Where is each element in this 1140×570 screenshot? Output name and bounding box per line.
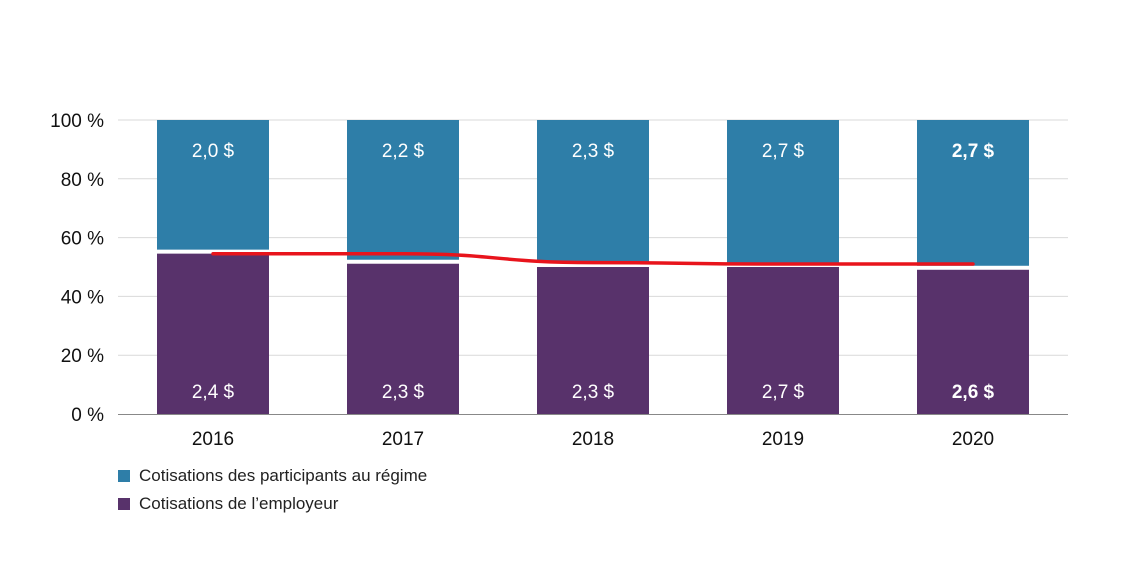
data-label-employer: 2,6 $ [952, 382, 995, 403]
data-label-employer: 2,4 $ [192, 382, 235, 403]
x-tick-label: 2019 [762, 429, 804, 450]
y-tick-label: 0 % [71, 405, 104, 426]
chart: 0 % 20 % 40 % 60 % 80 % 100 % 2,4 $ 2,0 $ 2,3 $… [50, 111, 1068, 450]
data-label-participants: 2,0 $ [192, 141, 235, 162]
legend-label-employer: Cotisations de l’employeur [139, 494, 339, 513]
y-tick-label: 80 % [61, 170, 104, 191]
legend: Cotisations des participants au régime C… [118, 462, 427, 518]
bars: 2,4 $ 2,0 $ 2,3 $ 2,2 $ 2,3 $ 2,3 $ 2,7 $ 2,7 $… [157, 120, 1029, 414]
y-tick-label: 20 % [61, 346, 104, 367]
data-label-participants: 2,2 $ [382, 141, 425, 162]
data-label-participants: 2,7 $ [952, 141, 995, 162]
legend-swatch-employer [118, 498, 130, 510]
x-tick-label: 2017 [382, 429, 424, 450]
y-tick-label: 40 % [61, 287, 104, 308]
data-label-employer: 2,3 $ [572, 382, 615, 403]
bar-employer [727, 267, 839, 414]
x-tick-label: 2016 [192, 429, 234, 450]
y-tick-label: 60 % [61, 229, 104, 250]
data-label-participants: 2,3 $ [572, 141, 615, 162]
data-label-employer: 2,7 $ [762, 382, 805, 403]
y-axis: 0 % 20 % 40 % 60 % 80 % 100 % [50, 111, 104, 426]
bar-participants [537, 120, 649, 263]
x-axis: 2016 2017 2018 2019 2020 [118, 414, 1068, 450]
data-label-employer: 2,3 $ [382, 382, 425, 403]
ratio-line [211, 252, 975, 266]
bar-participants [917, 120, 1029, 266]
ratio-line-layer [211, 252, 975, 266]
bar-participants [157, 120, 269, 250]
bar-employer [917, 269, 1029, 414]
legend-label-participants: Cotisations des participants au régime [139, 466, 428, 485]
bar-participants [347, 120, 459, 260]
x-tick-label: 2020 [952, 429, 994, 450]
bar-employer [537, 267, 649, 414]
legend-item-participants: Cotisations des participants au régime [118, 462, 427, 490]
bar-employer [157, 253, 269, 414]
bar-employer [347, 263, 459, 414]
legend-item-employer: Cotisations de l’employeur [118, 490, 427, 518]
legend-swatch-participants [118, 470, 130, 482]
bar-participants [727, 120, 839, 263]
y-tick-label: 100 % [50, 111, 104, 132]
x-tick-label: 2018 [572, 429, 614, 450]
data-label-participants: 2,7 $ [762, 141, 805, 162]
